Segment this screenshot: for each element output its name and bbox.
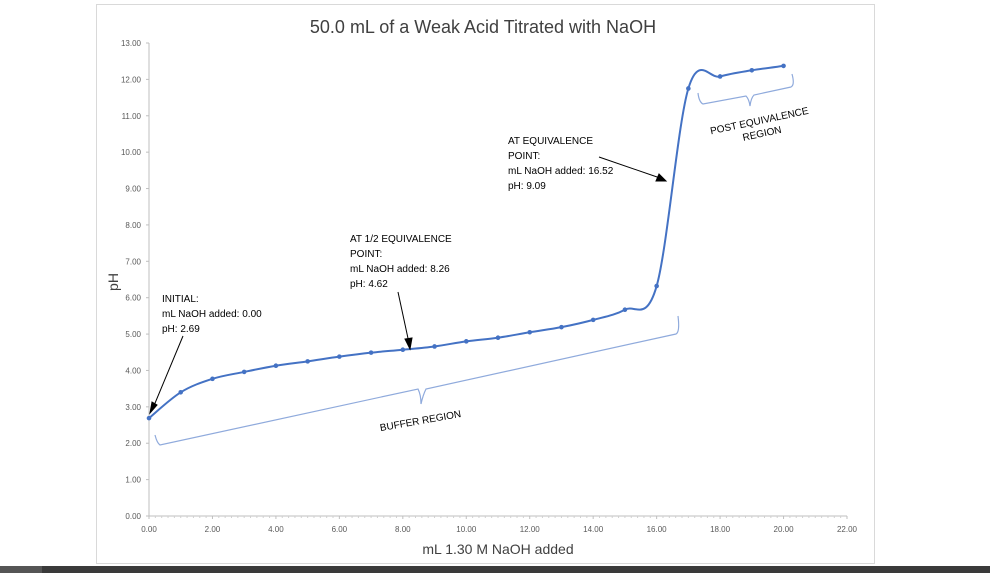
- data-point: [400, 347, 406, 353]
- data-point: [781, 63, 786, 69]
- data-point: [622, 307, 628, 312]
- equivalence-annotation: AT EQUIVALENCE POINT: mL NaOH added: 16.…: [508, 136, 614, 192]
- titration-curve-line: [148, 64, 784, 419]
- half-equivalence-line-3: mL NaOH added: 8.26: [350, 264, 450, 275]
- data-point: [432, 344, 437, 349]
- taskbar-segment: [0, 566, 42, 573]
- y-tick-label: 7.00: [125, 257, 141, 266]
- y-tick-label: 12.00: [121, 75, 142, 84]
- half-equivalence-arrow-line: [397, 291, 410, 344]
- x-tick-label: 18.00: [710, 525, 731, 534]
- x-tick-label: 22.00: [837, 525, 858, 534]
- data-point: [146, 415, 152, 421]
- initial-line-2: mL NaOH added: 0.00: [162, 309, 262, 320]
- y-tick-label: 11.00: [122, 112, 142, 121]
- half-equivalence-line-4: pH: 4.62: [350, 279, 388, 290]
- initial-annotation: INITIAL: mL NaOH added: 0.00 pH: 2.69: [162, 294, 262, 335]
- y-tick-label: 5.00: [125, 330, 141, 339]
- y-axis-label: pH: [105, 273, 121, 291]
- initial-line-1: INITIAL:: [162, 294, 199, 305]
- equivalence-line-3: mL NaOH added: 16.52: [508, 166, 614, 177]
- data-point: [590, 317, 596, 323]
- y-tick-label: 2.00: [125, 439, 141, 448]
- data-point: [368, 350, 374, 355]
- x-tick-label: 16.00: [647, 525, 668, 534]
- x-tick-label: 0.00: [141, 525, 157, 534]
- equivalence-line-4: pH: 9.09: [508, 181, 546, 192]
- x-tick-label: 20.00: [774, 525, 795, 534]
- y-tick-label: 3.00: [125, 403, 141, 412]
- y-tick-label: 6.00: [125, 294, 141, 303]
- data-point: [178, 389, 184, 395]
- data-point: [527, 329, 533, 335]
- data-point: [654, 283, 659, 289]
- data-point: [749, 67, 755, 73]
- data-point: [305, 359, 310, 364]
- equivalence-arrow-line: [598, 156, 661, 179]
- equivalence-line-1: AT EQUIVALENCE: [508, 136, 593, 147]
- buffer-region-brace: [154, 315, 680, 446]
- initial-arrow-line: [152, 335, 184, 409]
- half-equivalence-line-2: POINT:: [350, 249, 382, 260]
- y-tick-label: 10.00: [121, 148, 142, 157]
- bottom-taskbar: [0, 566, 990, 573]
- equivalence-arrowhead: [655, 173, 668, 182]
- x-tick-label: 6.00: [332, 525, 348, 534]
- initial-line-3: pH: 2.69: [162, 324, 200, 335]
- initial-arrowhead: [149, 401, 158, 415]
- data-point: [337, 354, 342, 359]
- x-tick-label: 10.00: [456, 525, 477, 534]
- x-ticks: 0.00 2.00 4.00 6.00 8.00 10.00 12.00 14.00 16.00…: [141, 516, 858, 534]
- equivalence-line-2: POINT:: [508, 151, 540, 162]
- data-point: [686, 86, 691, 91]
- y-tick-label: 4.00: [125, 366, 141, 375]
- half-equivalence-line-1: AT 1/2 EQUIVALENCE: [350, 234, 452, 245]
- post-equivalence-brace: [697, 73, 794, 107]
- y-tick-label: 0.00: [125, 512, 141, 521]
- data-points: [146, 63, 786, 421]
- annotation-arrows: [149, 156, 668, 415]
- y-tick-label: 8.00: [125, 221, 141, 230]
- chart-frame: [96, 4, 875, 564]
- x-tick-label: 14.00: [583, 525, 604, 534]
- y-tick-label: 13.00: [121, 39, 142, 48]
- data-point: [241, 369, 247, 375]
- x-tick-label: 12.00: [520, 525, 541, 534]
- y-tick-label: 1.00: [125, 476, 141, 485]
- post-equivalence-label: POST EQUIVALENCE REGION: [709, 106, 810, 144]
- data-point: [495, 335, 501, 341]
- x-tick-label: 4.00: [268, 525, 284, 534]
- half-equivalence-annotation: AT 1/2 EQUIVALENCE POINT: mL NaOH added:…: [350, 234, 452, 290]
- data-point: [463, 339, 469, 344]
- data-point: [559, 324, 564, 330]
- data-point: [273, 363, 279, 369]
- x-axis-label: mL 1.30 M NaOH added: [422, 541, 573, 557]
- chart-title: 50.0 mL of a Weak Acid Titrated with NaO…: [310, 17, 656, 37]
- y-ticks: 0.00 1.00 2.00 3.00 4.00 5.00 6.00 7.00 8.00 9.00…: [121, 39, 149, 521]
- data-point: [210, 376, 215, 382]
- x-tick-label: 2.00: [205, 525, 221, 534]
- buffer-region-label: BUFFER REGION: [379, 409, 462, 434]
- x-tick-label: 8.00: [395, 525, 411, 534]
- half-equivalence-arrowhead: [404, 337, 413, 351]
- y-tick-label: 9.00: [125, 185, 141, 194]
- data-point: [717, 74, 723, 79]
